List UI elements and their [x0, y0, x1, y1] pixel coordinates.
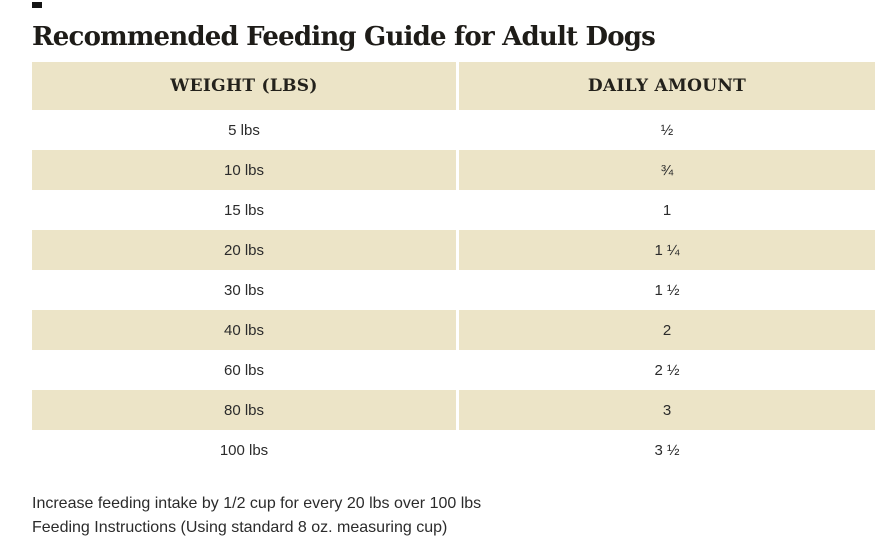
table-row: 10 lbs ¾ [32, 150, 875, 190]
table-row: 30 lbs 1 ½ [32, 270, 875, 310]
column-divider [456, 230, 459, 270]
table-row: 80 lbs 3 [32, 390, 875, 430]
weight-cell: 10 lbs [32, 150, 456, 190]
weight-cell: 15 lbs [32, 190, 456, 230]
column-divider [456, 150, 459, 190]
weight-cell: 40 lbs [32, 310, 456, 350]
column-divider [456, 310, 459, 350]
amount-cell: 3 [459, 390, 875, 430]
table-row: 40 lbs 2 [32, 310, 875, 350]
header-cell-weight: WEIGHT (LBS) [32, 62, 456, 110]
feeding-guide-table: WEIGHT (LBS) DAILY AMOUNT 5 lbs ½ 10 lbs… [32, 62, 875, 470]
column-divider [456, 270, 459, 310]
column-divider [456, 430, 459, 470]
weight-cell: 30 lbs [32, 270, 456, 310]
amount-cell: 2 [459, 310, 875, 350]
column-divider [456, 350, 459, 390]
amount-cell: ½ [459, 110, 875, 150]
amount-cell: 1 ¼ [459, 230, 875, 270]
feeding-notes: Increase feeding intake by 1/2 cup for e… [32, 492, 481, 540]
amount-cell: 1 [459, 190, 875, 230]
column-divider [456, 190, 459, 230]
note-line-instructions: Feeding Instructions (Using standard 8 o… [32, 519, 448, 536]
table-row: 20 lbs 1 ¼ [32, 230, 875, 270]
table-row: 100 lbs 3 ½ [32, 430, 875, 470]
note-line-increase: Increase feeding intake by 1/2 cup for e… [32, 495, 482, 512]
weight-cell: 80 lbs [32, 390, 456, 430]
table-row: 15 lbs 1 [32, 190, 875, 230]
weight-cell: 100 lbs [32, 430, 456, 470]
amount-cell: ¾ [459, 150, 875, 190]
table-row: 60 lbs 2 ½ [32, 350, 875, 390]
weight-cell: 60 lbs [32, 350, 456, 390]
table-header-row: WEIGHT (LBS) DAILY AMOUNT [32, 62, 875, 110]
column-divider [456, 110, 459, 150]
amount-cell: 2 ½ [459, 350, 875, 390]
column-divider [456, 62, 459, 110]
table-row: 5 lbs ½ [32, 110, 875, 150]
cropped-artifact [32, 2, 42, 8]
page-title: Recommended Feeding Guide for Adult Dogs [32, 22, 656, 53]
column-divider [456, 390, 459, 430]
amount-cell: 1 ½ [459, 270, 875, 310]
header-cell-amount: DAILY AMOUNT [459, 62, 875, 110]
amount-cell: 3 ½ [459, 430, 875, 470]
weight-cell: 20 lbs [32, 230, 456, 270]
weight-cell: 5 lbs [32, 110, 456, 150]
